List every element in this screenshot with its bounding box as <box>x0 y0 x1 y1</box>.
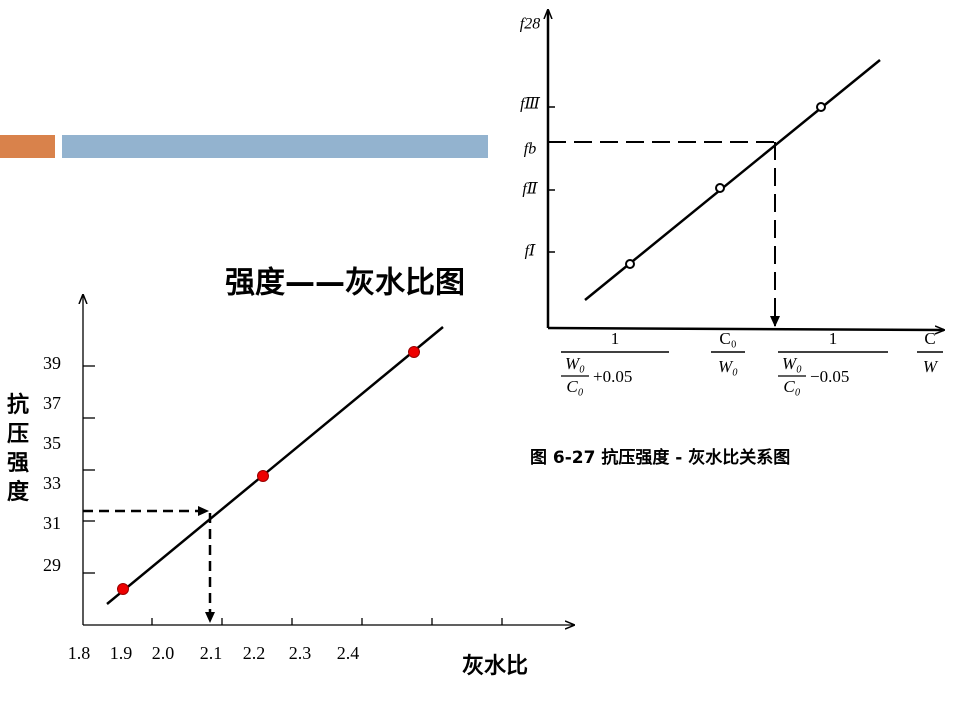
y-label: 29 <box>43 555 61 575</box>
fig-point <box>816 102 826 112</box>
x-label: 2.3 <box>289 643 312 663</box>
fraction-den: W <box>923 357 939 376</box>
fig-y-label: fⅡ <box>522 181 538 198</box>
fraction-den-top: W₀ <box>782 354 802 373</box>
header-bar <box>62 135 488 158</box>
x-label: 2.0 <box>152 643 175 663</box>
fraction-num: C <box>924 329 935 348</box>
caption: 图 6-27 抗压强度 - 灰水比关系图 <box>530 447 790 468</box>
fraction-num: 1 <box>611 329 620 348</box>
x-label: 2.4 <box>337 643 360 663</box>
ticks <box>83 365 503 625</box>
figure <box>548 10 944 330</box>
y-axis-title-char: 压 <box>7 422 29 447</box>
trend-line <box>106 326 444 605</box>
x-label: 2.1 <box>200 643 223 663</box>
x-axis-title: 灰水比 <box>462 653 528 679</box>
fraction-den-suffix: +0.05 <box>593 367 632 386</box>
x-label: 1.9 <box>110 643 133 663</box>
left-chart <box>83 295 574 625</box>
x-label: 1.8 <box>68 643 91 663</box>
point <box>257 470 269 482</box>
y-label: 33 <box>43 473 61 493</box>
fraction-den-suffix: −0.05 <box>810 367 849 386</box>
accent-bar <box>0 135 55 158</box>
y-label: 35 <box>43 433 61 453</box>
slide-title: 强度——灰水比图 <box>225 266 465 301</box>
fig-y-label: f28 <box>520 16 540 33</box>
y-label: 37 <box>43 393 61 413</box>
y-label: 39 <box>43 353 61 373</box>
x-label: 2.2 <box>243 643 266 663</box>
fig-line <box>584 59 881 301</box>
fraction-den-top: W₀ <box>565 354 585 373</box>
point <box>117 583 129 595</box>
fig-y-label: fⅢ <box>520 96 540 113</box>
y-label: 31 <box>43 513 61 533</box>
fig-point <box>715 183 725 193</box>
fraction-den: W₀ <box>718 357 738 376</box>
y-axis-title-char: 抗 <box>7 392 29 418</box>
fig-x-axis <box>547 328 944 330</box>
fig-y-label: fⅠ <box>525 243 536 260</box>
y-axis-title-char: 度 <box>7 479 30 505</box>
fraction-den-bottom: C₀ <box>783 377 800 396</box>
fraction-den-bottom: C₀ <box>566 377 583 396</box>
fraction-num: C₀ <box>719 329 736 348</box>
fig-point <box>625 259 635 269</box>
y-axis-title-char: 强 <box>7 451 29 476</box>
point <box>408 346 420 358</box>
y-axis-title: 抗压强度 <box>7 392 30 505</box>
fig-y-label: fb <box>524 141 536 158</box>
fraction-num: 1 <box>829 329 838 348</box>
